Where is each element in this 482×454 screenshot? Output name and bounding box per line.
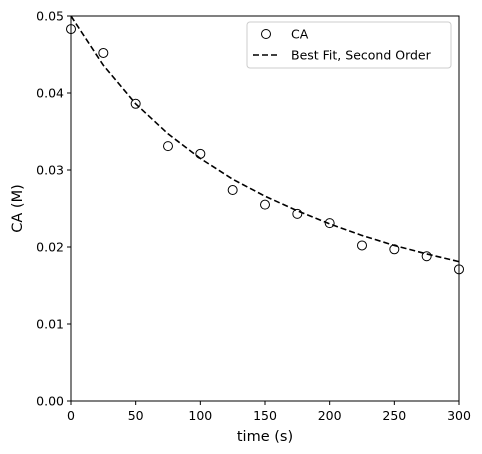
- data-point: [227, 185, 238, 196]
- legend-label-fit: Best Fit, Second Order: [291, 48, 432, 63]
- x-tick-label: 300: [447, 408, 471, 423]
- y-tick-label: 0.01: [36, 317, 64, 332]
- legend-marker-ca: [261, 29, 271, 39]
- legend: CA Best Fit, Second Order: [246, 21, 452, 69]
- data-point: [163, 141, 173, 152]
- x-tick-label: 150: [253, 408, 277, 423]
- x-tick-label: 50: [128, 408, 144, 423]
- y-axis-title: CA (M): [10, 184, 26, 232]
- x-axis-title: time (s): [237, 429, 293, 445]
- data-point: [195, 148, 206, 159]
- y-tick-label: 0.04: [36, 86, 64, 101]
- data-point: [66, 24, 76, 35]
- x-tick-label: 200: [318, 408, 342, 423]
- data-point: [421, 251, 432, 262]
- y-tick-label: 0.05: [36, 9, 64, 24]
- data-point: [454, 264, 464, 275]
- plot-frame: [70, 15, 460, 402]
- x-axis: 0 50 100 150 200 250 300: [67, 401, 471, 423]
- data-point: [260, 199, 270, 210]
- data-markers: [66, 24, 464, 275]
- data-point: [389, 244, 400, 255]
- fit-line: [70, 15, 460, 263]
- data-point: [357, 240, 367, 251]
- y-axis: 0.00 0.01 0.02 0.03 0.04 0.05: [36, 9, 71, 409]
- y-tick-label: 0.03: [36, 163, 64, 178]
- data-point: [130, 98, 141, 109]
- legend-box: [246, 21, 452, 69]
- x-tick-label: 0: [67, 408, 75, 423]
- data-point: [324, 218, 335, 229]
- plot-area: [66, 15, 464, 402]
- x-tick-label: 250: [382, 408, 406, 423]
- y-tick-label: 0.02: [36, 240, 64, 255]
- x-tick-label: 100: [188, 408, 212, 423]
- y-tick-label: 0.00: [36, 394, 64, 409]
- data-point: [292, 208, 303, 219]
- legend-label-ca: CA: [291, 27, 309, 42]
- data-point: [98, 47, 109, 58]
